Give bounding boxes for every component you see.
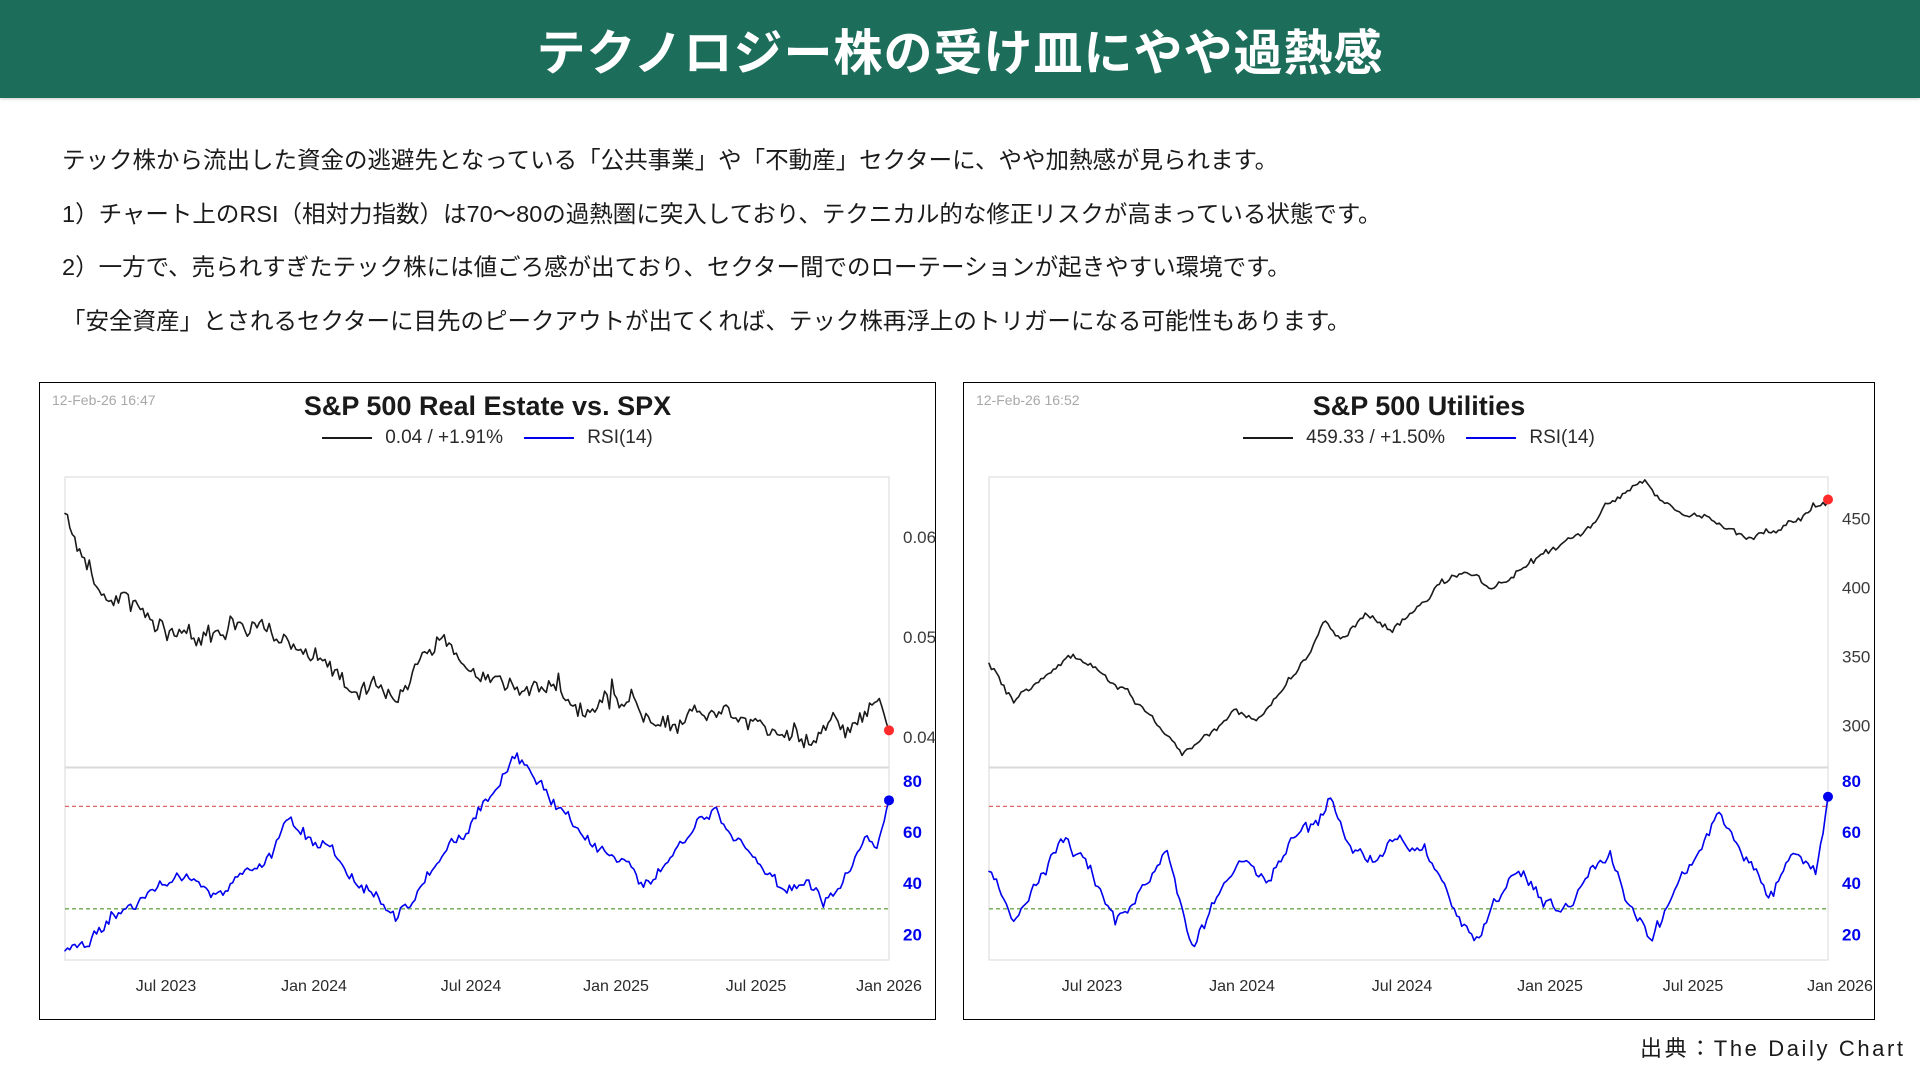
svg-text:60: 60 [1842,823,1861,842]
svg-text:20: 20 [903,925,922,944]
svg-text:0.04: 0.04 [903,728,936,747]
svg-text:80: 80 [1842,772,1861,791]
svg-text:400: 400 [1842,578,1870,597]
svg-text:350: 350 [1842,648,1870,667]
svg-text:450: 450 [1842,509,1870,528]
svg-text:40: 40 [1842,874,1861,893]
svg-text:0.06: 0.06 [903,528,936,547]
svg-text:300: 300 [1842,717,1870,736]
svg-text:40: 40 [903,874,922,893]
svg-text:60: 60 [903,823,922,842]
svg-text:0.05: 0.05 [903,628,936,647]
svg-text:80: 80 [903,772,922,791]
svg-text:20: 20 [1842,925,1861,944]
